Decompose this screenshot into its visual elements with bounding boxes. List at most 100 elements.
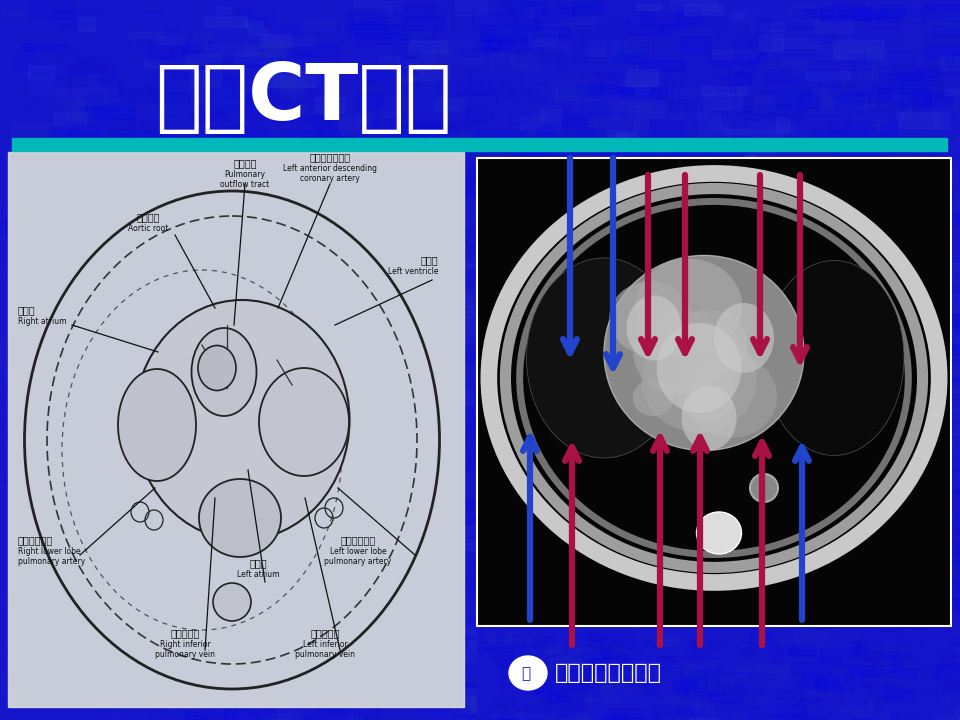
Bar — [561, 348, 610, 364]
Bar — [830, 122, 874, 131]
Bar — [766, 564, 815, 579]
Bar — [534, 530, 558, 545]
Bar — [548, 680, 588, 690]
Bar — [368, 667, 382, 673]
Bar — [690, 644, 726, 658]
Bar — [105, 183, 135, 198]
Bar — [370, 464, 396, 470]
Bar — [245, 21, 262, 27]
Bar — [644, 212, 660, 222]
Bar — [199, 147, 252, 159]
Bar — [708, 415, 727, 428]
Bar — [822, 315, 872, 323]
Bar — [205, 197, 234, 210]
Bar — [0, 343, 24, 360]
Bar — [93, 632, 142, 645]
Bar — [876, 303, 900, 316]
Bar — [516, 17, 537, 31]
Bar — [476, 29, 492, 40]
Bar — [548, 498, 574, 515]
Bar — [863, 483, 890, 489]
Bar — [955, 298, 960, 314]
Bar — [492, 386, 514, 397]
Bar — [294, 251, 345, 265]
Bar — [231, 154, 251, 171]
Bar — [121, 88, 165, 101]
Bar — [568, 267, 590, 282]
Bar — [228, 336, 250, 342]
Bar — [466, 110, 492, 123]
Bar — [900, 657, 908, 664]
Bar — [388, 674, 443, 685]
Bar — [54, 348, 96, 355]
Bar — [238, 151, 289, 158]
Bar — [699, 510, 754, 525]
Bar — [292, 277, 344, 286]
Bar — [613, 19, 630, 36]
Bar — [951, 60, 960, 71]
Bar — [285, 422, 328, 434]
Bar — [325, 298, 378, 315]
Bar — [340, 610, 378, 619]
Bar — [699, 678, 716, 690]
Bar — [537, 708, 570, 720]
Bar — [932, 430, 947, 435]
Bar — [200, 161, 251, 169]
Bar — [705, 397, 748, 409]
Bar — [348, 304, 371, 320]
Bar — [409, 634, 445, 642]
Bar — [594, 419, 628, 431]
Bar — [534, 314, 556, 327]
Bar — [349, 600, 366, 615]
Bar — [84, 441, 106, 455]
Bar — [927, 57, 952, 72]
Bar — [59, 52, 93, 66]
Bar — [396, 144, 439, 159]
Bar — [676, 276, 713, 284]
Bar — [821, 684, 848, 694]
Bar — [27, 445, 76, 459]
Bar — [898, 112, 948, 128]
Bar — [828, 563, 882, 572]
Bar — [14, 55, 37, 69]
Bar — [103, 387, 132, 405]
Bar — [40, 430, 53, 443]
Bar — [95, 143, 136, 154]
Bar — [886, 426, 909, 441]
Ellipse shape — [198, 346, 236, 390]
Bar — [215, 510, 229, 519]
Bar — [109, 133, 162, 145]
Bar — [115, 570, 141, 588]
Bar — [189, 68, 218, 74]
Bar — [292, 502, 318, 512]
Bar — [922, 436, 952, 446]
Bar — [767, 563, 813, 572]
Bar — [29, 341, 72, 349]
Bar — [580, 693, 590, 705]
Bar — [588, 107, 635, 115]
Bar — [512, 652, 540, 669]
Bar — [143, 607, 179, 616]
Bar — [883, 159, 899, 174]
Bar — [744, 647, 761, 657]
Bar — [597, 98, 650, 111]
Ellipse shape — [509, 656, 547, 690]
Bar — [252, 19, 267, 35]
Bar — [913, 713, 938, 720]
Bar — [326, 473, 349, 482]
Bar — [397, 66, 450, 80]
Bar — [160, 432, 189, 441]
Bar — [392, 628, 417, 638]
Bar — [573, 689, 598, 698]
Bar — [49, 456, 79, 471]
Bar — [542, 709, 593, 720]
Bar — [775, 437, 802, 446]
Bar — [604, 399, 650, 409]
Bar — [568, 347, 612, 361]
Bar — [252, 370, 289, 388]
Bar — [572, 622, 621, 631]
Bar — [301, 137, 354, 147]
Bar — [408, 364, 430, 380]
Bar — [468, 710, 508, 720]
Bar — [428, 152, 458, 163]
